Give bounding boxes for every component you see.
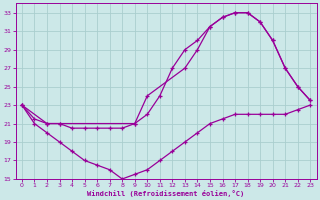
X-axis label: Windchill (Refroidissement éolien,°C): Windchill (Refroidissement éolien,°C): [87, 190, 245, 197]
